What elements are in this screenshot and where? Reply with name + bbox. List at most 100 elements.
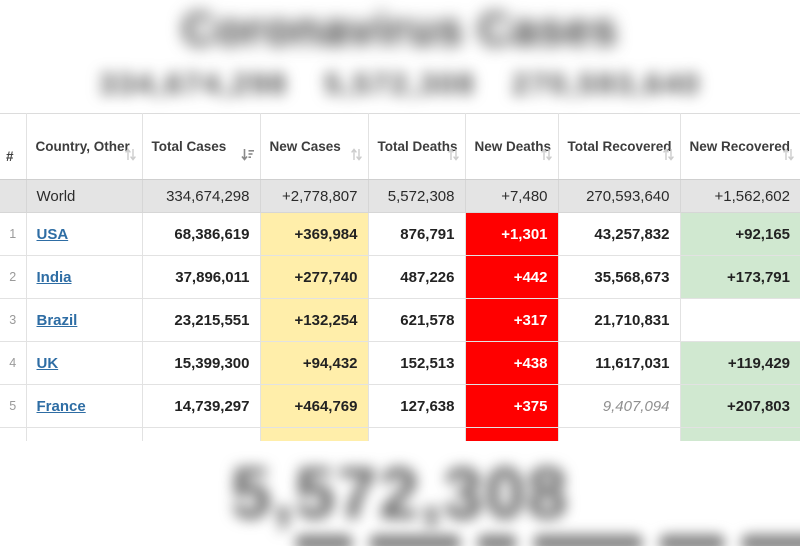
- total_deaths-cell: 127,638: [367, 384, 466, 428]
- new_deaths-cell: +1,301: [464, 212, 559, 256]
- total_cases-cell: 37,896,011: [141, 255, 261, 299]
- column-header-new_cases[interactable]: New Cases: [259, 113, 369, 180]
- new_cases-cell: +94,432: [259, 341, 369, 385]
- column-label: Total Deaths: [377, 138, 458, 154]
- table-header: # Country, Other Total Cases New Cases Total…: [0, 113, 800, 180]
- total_deaths-cell: 487,226: [367, 255, 466, 299]
- country-cell: UK: [25, 341, 143, 385]
- sort-both-icon[interactable]: [662, 147, 674, 167]
- country-row-usa: 1 USA 68,386,619 +369,984 876,791 +1,301 43,25…: [0, 212, 800, 256]
- rank-cell: 4: [0, 341, 27, 385]
- country-cell: USA: [25, 212, 143, 256]
- country-row-india: 2 India 37,896,011 +277,740 487,226 +442 35,56…: [0, 255, 800, 299]
- sort-amount-desc-icon[interactable]: [240, 147, 254, 167]
- top-stats-blurred: 334,674,298 5,572,308 270,593,640: [99, 68, 701, 101]
- column-label: Country, Other: [35, 138, 130, 154]
- new_deaths-cell: [464, 427, 559, 441]
- total_recovered-cell: 9,407,094: [557, 384, 681, 428]
- country-cell: Brazil: [25, 298, 143, 342]
- total_recovered-cell: 43,257,832: [557, 212, 681, 256]
- new_cases-cell: +132,254: [259, 298, 369, 342]
- total_deaths-cell: 876,791: [367, 212, 466, 256]
- sort-both-icon[interactable]: [783, 147, 794, 167]
- sort-both-icon[interactable]: [447, 147, 459, 167]
- sort-both-icon[interactable]: [124, 147, 136, 167]
- rank-cell: 5: [0, 384, 27, 428]
- total_cases-cell: 14,739,297: [141, 384, 261, 428]
- column-header-total_recovered[interactable]: Total Recovered: [557, 113, 681, 180]
- sort-both-icon[interactable]: [350, 147, 362, 167]
- new_recovered-cell: +92,165: [679, 212, 800, 256]
- total_deaths-cell: [367, 427, 466, 441]
- new_deaths-cell: +7,480: [464, 179, 559, 213]
- total_recovered-cell: 11,617,031: [557, 341, 681, 385]
- column-header-country[interactable]: Country, Other: [25, 113, 143, 180]
- new_recovered-cell: [679, 298, 800, 342]
- page-title-blurred: Coronavirus Cases: [181, 3, 619, 55]
- cases-table-section: # Country, Other Total Cases New Cases Total…: [0, 113, 800, 441]
- rank-cell: 1: [0, 212, 27, 256]
- country-row-uk: 4 UK 15,399,300 +94,432 152,513 +438 11,617,03…: [0, 341, 800, 385]
- country-link[interactable]: USA: [36, 225, 69, 243]
- country-link[interactable]: Brazil: [36, 311, 78, 329]
- column-label: New Deaths: [474, 138, 552, 154]
- column-header-rank: #: [0, 113, 27, 180]
- country-cell: France: [25, 384, 143, 428]
- column-header-new_deaths[interactable]: New Deaths: [464, 113, 559, 180]
- total_recovered-cell: 270,593,640: [557, 179, 681, 213]
- rank-cell: [0, 427, 27, 441]
- total_recovered-cell: 35,568,673: [557, 255, 681, 299]
- new_recovered-cell: +207,803: [679, 384, 800, 428]
- total_cases-cell: 68,386,619: [141, 212, 261, 256]
- partial-row: [0, 427, 800, 441]
- total_recovered-cell: [557, 427, 681, 441]
- country-cell: India: [25, 255, 143, 299]
- header-row: # Country, Other Total Cases New Cases Total…: [0, 113, 800, 180]
- total_deaths-cell: 5,572,308: [367, 179, 466, 213]
- country-row-brazil: 3 Brazil 23,215,551 +132,254 621,578 +317 21,7…: [0, 298, 800, 342]
- new_cases-cell: +464,769: [259, 384, 369, 428]
- rank-cell: 3: [0, 298, 27, 342]
- total_cases-cell: [141, 427, 261, 441]
- country-link[interactable]: India: [36, 268, 72, 286]
- country-row-france: 5 France 14,739,297 +464,769 127,638 +375 9,40…: [0, 384, 800, 428]
- new_cases-cell: +2,778,807: [259, 179, 369, 213]
- total_cases-cell: 334,674,298: [141, 179, 261, 213]
- new_cases-cell: [259, 427, 369, 441]
- country-cell: [25, 427, 143, 441]
- column-header-new_recovered[interactable]: New Recovered: [679, 113, 800, 180]
- sort-both-icon[interactable]: [540, 147, 552, 167]
- total_cases-cell: 23,215,551: [141, 298, 261, 342]
- rank-cell: [0, 179, 27, 213]
- new_recovered-cell: +119,429: [679, 341, 800, 385]
- new_cases-cell: +369,984: [259, 212, 369, 256]
- rank-cell: 2: [0, 255, 27, 299]
- new_recovered-cell: +1,562,602: [679, 179, 800, 213]
- column-label: Total Recovered: [567, 138, 672, 154]
- new_deaths-cell: +317: [464, 298, 559, 342]
- table-body: World 334,674,298 +2,778,807 5,572,308 +7,48…: [0, 179, 800, 441]
- total_deaths-cell: 152,513: [367, 341, 466, 385]
- total-deaths-big-number-blurred: 5,572,308: [230, 454, 570, 534]
- column-header-total_cases[interactable]: Total Cases: [141, 113, 261, 180]
- country-link[interactable]: France: [36, 397, 86, 415]
- total_recovered-cell: 21,710,831: [557, 298, 681, 342]
- new_recovered-cell: [679, 427, 800, 441]
- country-link[interactable]: UK: [36, 354, 59, 372]
- new_cases-cell: +277,740: [259, 255, 369, 299]
- bottom-blurred-text-cutoff: [295, 534, 800, 546]
- column-label: New Cases: [269, 138, 341, 154]
- cases-table: # Country, Other Total Cases New Cases Total…: [0, 113, 800, 441]
- new_deaths-cell: +442: [464, 255, 559, 299]
- total_cases-cell: 15,399,300: [141, 341, 261, 385]
- total_deaths-cell: 621,578: [367, 298, 466, 342]
- new_deaths-cell: +375: [464, 384, 559, 428]
- world-row: World 334,674,298 +2,778,807 5,572,308 +7,48…: [0, 179, 800, 213]
- column-label: #: [6, 149, 14, 165]
- column-label: Total Cases: [151, 138, 227, 154]
- new_recovered-cell: +173,791: [679, 255, 800, 299]
- new_deaths-cell: +438: [464, 341, 559, 385]
- column-label: New Recovered: [689, 138, 791, 154]
- country-cell: World: [25, 179, 143, 213]
- column-header-total_deaths[interactable]: Total Deaths: [367, 113, 466, 180]
